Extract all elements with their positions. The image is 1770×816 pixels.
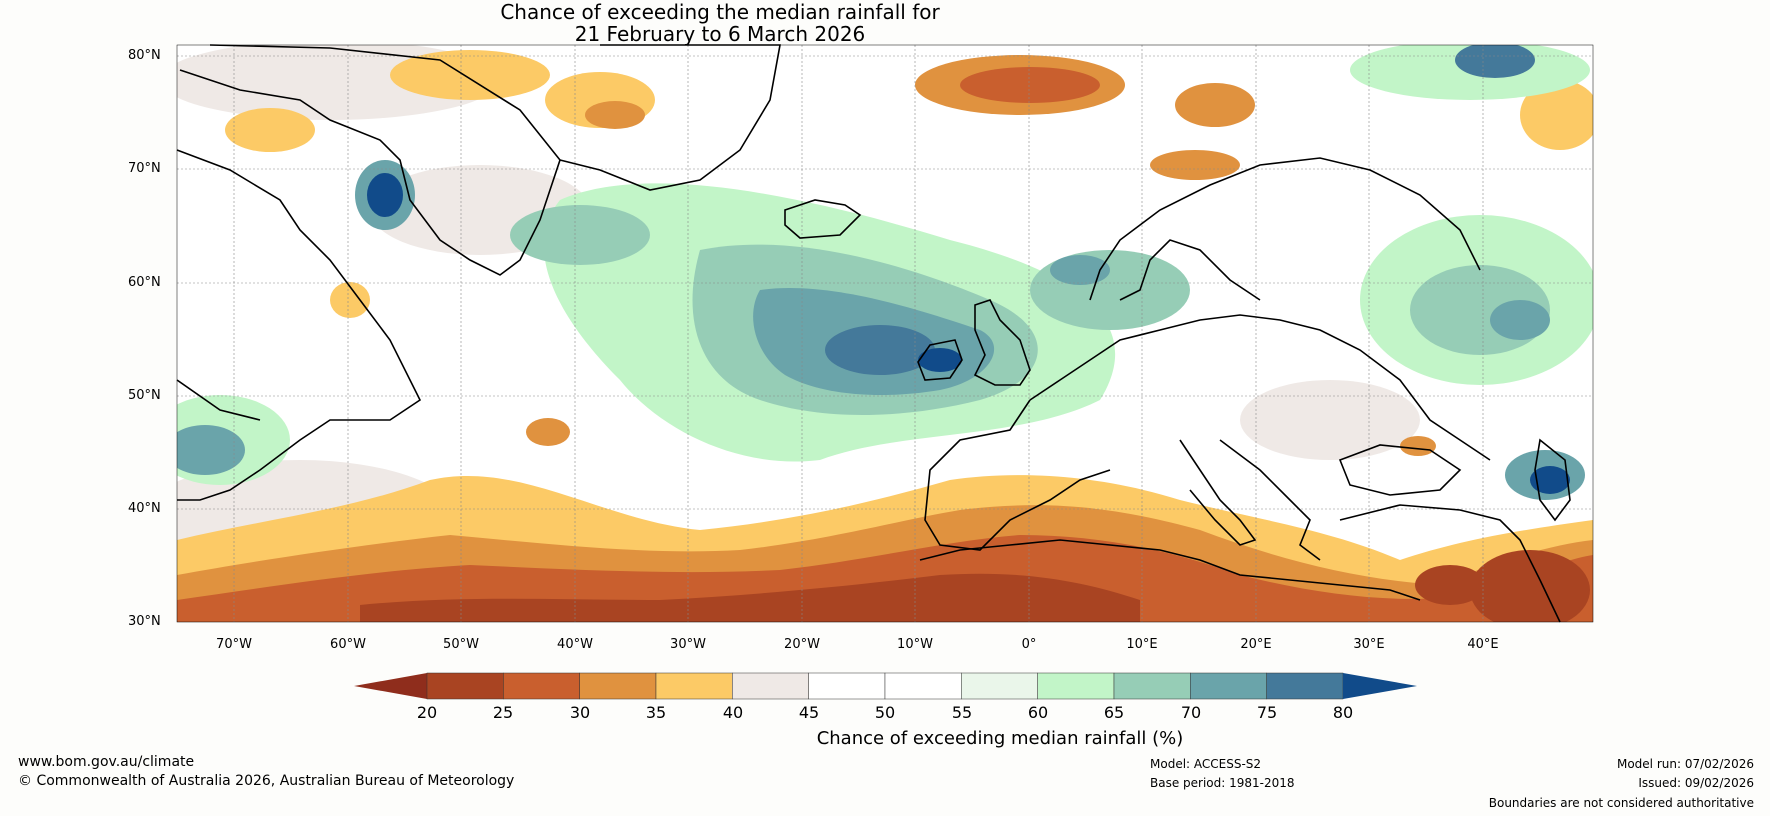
- copyright-text: © Commonwealth of Australia 2026, Austra…: [18, 773, 515, 789]
- lon-label-10w: 10°W: [897, 637, 933, 652]
- colorbar-tick: 65: [1103, 703, 1125, 722]
- colorbar-box: [808, 672, 886, 700]
- map-area: [177, 45, 1593, 622]
- colorbar-tick: 25: [492, 703, 514, 722]
- colorbar-tick: 35: [645, 703, 667, 722]
- lat-label-60n: 60°N: [128, 275, 161, 290]
- colorbar-tick: 80: [1332, 703, 1354, 722]
- colorbar-box: [1113, 672, 1191, 700]
- colorbar-tick: 50: [874, 703, 896, 722]
- lon-label-10e: 10°E: [1126, 637, 1158, 652]
- lon-label-20w: 20°W: [784, 637, 820, 652]
- lon-label-20e: 20°E: [1240, 637, 1272, 652]
- website-text: www.bom.gov.au/climate: [18, 754, 195, 770]
- base-period-text: Base period: 1981-2018: [1150, 776, 1295, 790]
- colorbar-box: [884, 672, 962, 700]
- colorbar-tick: 20: [416, 703, 438, 722]
- lat-label-70n: 70°N: [128, 161, 161, 176]
- colorbar-box: [579, 672, 657, 700]
- colorbar: [354, 672, 1417, 700]
- map-title-line1: Chance of exceeding the median rainfall …: [500, 0, 940, 24]
- map-frame: [176, 44, 1594, 623]
- colorbar-tick: 70: [1180, 703, 1202, 722]
- lon-label-0: 0°: [1021, 637, 1037, 652]
- colorbar-box: [1266, 672, 1344, 700]
- colorbar-tick: 45: [798, 703, 820, 722]
- colorbar-box: [961, 672, 1038, 700]
- colorbar-box: [732, 672, 809, 700]
- lon-label-30e: 30°E: [1353, 637, 1385, 652]
- colorbar-label: Chance of exceeding median rainfall (%): [816, 728, 1184, 749]
- lon-label-40w: 40°W: [557, 637, 593, 652]
- lon-label-30w: 30°W: [670, 637, 706, 652]
- map-title-line2: 21 February to 6 March 2026: [574, 22, 866, 46]
- lat-label-50n: 50°N: [128, 388, 161, 403]
- colorbar-box: [655, 672, 733, 700]
- gridlines: [177, 45, 1593, 622]
- colorbar-tick: 60: [1027, 703, 1049, 722]
- model-text: Model: ACCESS-S2: [1150, 757, 1262, 771]
- colorbar-tick: 40: [722, 703, 744, 722]
- lat-label-80n: 80°N: [128, 48, 161, 63]
- colorbar-box: [503, 672, 580, 700]
- lon-label-60w: 60°W: [330, 637, 366, 652]
- coastlines: [176, 44, 1571, 623]
- lon-label-50w: 50°W: [443, 637, 479, 652]
- colorbar-tick: 75: [1256, 703, 1278, 722]
- colorbar-boxes: [426, 672, 1344, 700]
- colorbar-tick: 55: [951, 703, 973, 722]
- lat-label-40n: 40°N: [128, 501, 161, 516]
- colorbar-box: [1190, 672, 1267, 700]
- colorbar-box: [1037, 672, 1115, 700]
- lon-label-40e: 40°E: [1467, 637, 1499, 652]
- disclaimer-text: Boundaries are not considered authoritat…: [1488, 796, 1754, 810]
- model-run-text: Model run: 07/02/2026: [1616, 757, 1754, 771]
- lat-label-30n: 30°N: [128, 614, 161, 629]
- colorbar-tick: 30: [569, 703, 591, 722]
- lon-label-70w: 70°W: [216, 637, 252, 652]
- issued-text: Issued: 09/02/2026: [1638, 776, 1754, 790]
- colorbar-box: [426, 672, 504, 700]
- colorbar-under-arrow: [354, 673, 427, 699]
- colorbar-over-arrow: [1343, 673, 1417, 699]
